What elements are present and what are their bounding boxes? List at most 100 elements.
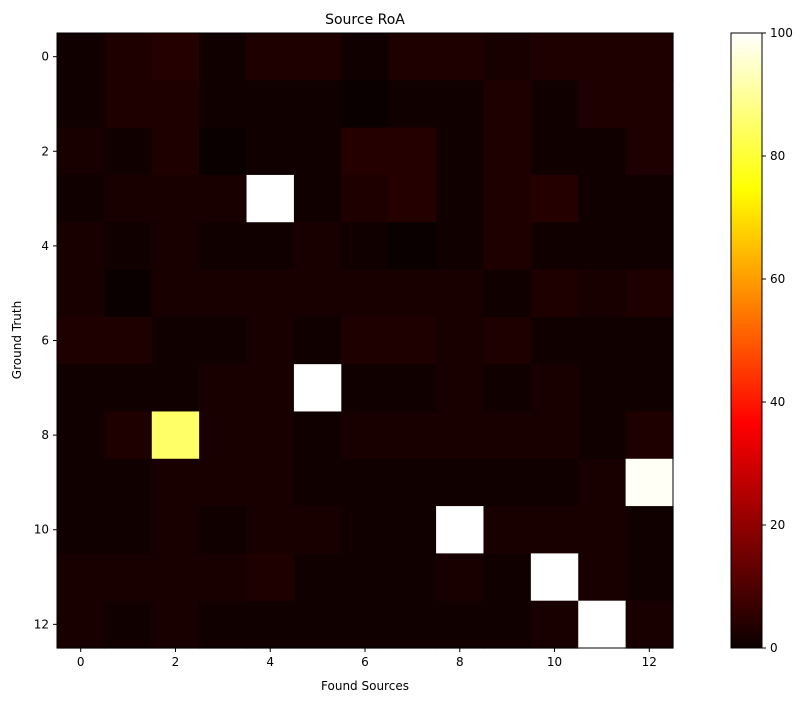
heatmap-cell: [625, 506, 674, 554]
heatmap-cell: [293, 364, 342, 413]
heatmap-cell: [151, 458, 200, 507]
x-tick-label: 10: [547, 655, 562, 669]
heatmap-cell: [483, 553, 532, 602]
heatmap-cell: [388, 127, 437, 176]
heatmap-cell: [388, 600, 437, 649]
heatmap-cell: [436, 411, 485, 460]
heatmap-cell: [199, 316, 248, 365]
heatmap-cell: [483, 600, 532, 649]
heatmap-cell: [530, 127, 579, 176]
x-tick-label: 6: [361, 655, 369, 669]
y-tick-label: 8: [41, 428, 49, 442]
heatmap-cell: [436, 174, 485, 223]
heatmap-cell: [246, 458, 295, 507]
heatmap-cell: [293, 127, 342, 176]
heatmap-cell: [57, 269, 105, 318]
heatmap-cell: [57, 174, 105, 223]
heatmap-cell: [246, 411, 295, 460]
heatmap-cell: [57, 316, 105, 365]
heatmap-cell: [436, 458, 485, 507]
heatmap-cell: [246, 364, 295, 413]
heatmap-cell: [151, 80, 200, 129]
heatmap-cell: [483, 222, 532, 271]
heatmap-cell: [293, 222, 342, 271]
heatmap-cell: [246, 600, 295, 649]
heatmap-cell: [388, 506, 437, 554]
heatmap-cell: [104, 174, 153, 223]
heatmap-cell: [246, 127, 295, 176]
heatmap-cell: [578, 33, 627, 81]
heatmap-cell: [199, 269, 248, 318]
heatmap-cell: [436, 33, 485, 81]
heatmap-cell: [436, 127, 485, 176]
heatmap-cell: [578, 174, 627, 223]
x-tick-label: 8: [456, 655, 464, 669]
heatmap-cell: [388, 411, 437, 460]
heatmap-cell: [104, 33, 153, 81]
heatmap-cell: [483, 458, 532, 507]
heatmap-cell: [341, 458, 390, 507]
heatmap-cell: [57, 222, 105, 271]
heatmap-cell: [625, 553, 674, 602]
heatmap-cell: [57, 80, 105, 129]
heatmap-cell: [530, 600, 579, 649]
heatmap-cell: [436, 600, 485, 649]
heatmap-cell: [483, 506, 532, 554]
heatmap-cell: [483, 269, 532, 318]
heatmap-cell: [530, 411, 579, 460]
heatmap-cell: [293, 174, 342, 223]
heatmap-cell: [341, 364, 390, 413]
heatmap-cell: [57, 33, 105, 81]
heatmap-cell: [341, 411, 390, 460]
heatmap-cell: [199, 222, 248, 271]
y-axis-label: Ground Truth: [10, 301, 24, 379]
heatmap-cell: [151, 411, 200, 460]
heatmap-cell: [57, 600, 105, 649]
heatmap-cell: [293, 269, 342, 318]
heatmap-cell: [578, 316, 627, 365]
chart-title: Source RoA: [325, 12, 405, 28]
heatmap-cell: [151, 127, 200, 176]
heatmap-cell: [578, 411, 627, 460]
heatmap-cell: [578, 506, 627, 554]
heatmap-cell: [530, 458, 579, 507]
colorbar: [730, 32, 763, 649]
heatmap-cell: [530, 269, 579, 318]
heatmap-cell: [293, 506, 342, 554]
heatmap-cell: [199, 553, 248, 602]
heatmap-cell: [341, 174, 390, 223]
y-tick-label: 0: [41, 50, 49, 64]
heatmap-cell: [436, 316, 485, 365]
colorbar-tick-label: 0: [770, 641, 778, 655]
heatmap-cell: [578, 458, 627, 507]
heatmap-cell: [57, 506, 105, 554]
heatmap-cell: [151, 553, 200, 602]
heatmap-cell: [530, 33, 579, 81]
heatmap-cell: [625, 222, 674, 271]
heatmap-cell: [104, 316, 153, 365]
heatmap-cell: [199, 411, 248, 460]
heatmap-cell: [578, 269, 627, 318]
heatmap-cell: [341, 600, 390, 649]
heatmap-cell: [483, 364, 532, 413]
heatmap-cell: [388, 316, 437, 365]
heatmap-cell: [625, 364, 674, 413]
heatmap-cell: [388, 174, 437, 223]
x-tick-label: 0: [77, 655, 85, 669]
heatmap-cell: [293, 600, 342, 649]
heatmap-cell: [199, 80, 248, 129]
heatmap-cell: [341, 316, 390, 365]
x-tick-label: 2: [172, 655, 180, 669]
colorbar-tick-label: 100: [770, 26, 793, 40]
heatmap-cell: [578, 222, 627, 271]
heatmap-cell: [341, 222, 390, 271]
heatmap-cell: [57, 364, 105, 413]
heatmap-cell: [625, 458, 674, 507]
colorbar-tick-label: 20: [770, 518, 785, 532]
heatmap-cell: [436, 222, 485, 271]
y-tick-label: 6: [41, 334, 49, 348]
heatmap-cell: [57, 553, 105, 602]
heatmap-cell: [151, 33, 200, 81]
heatmap-cell: [625, 316, 674, 365]
heatmap-cell: [57, 458, 105, 507]
